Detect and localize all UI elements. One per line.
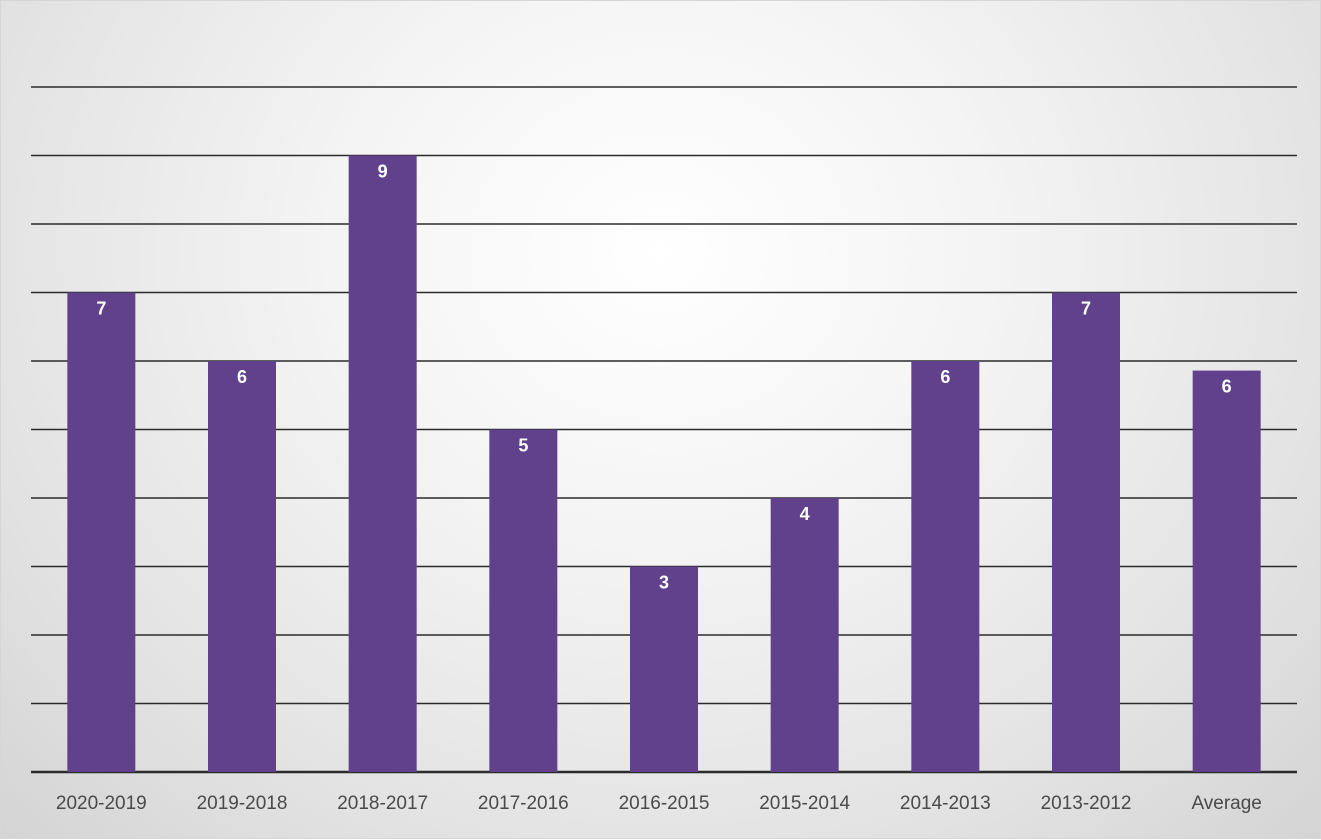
x-tick-label: 2014-2013 [900,793,991,814]
x-tick-label: 2019-2018 [197,793,288,814]
x-tick-label: 2018-2017 [337,793,428,814]
x-axis-tick-labels: 2020-2019 2019-2018 2018-2017 2017-2016 2016… [56,793,1262,814]
data-labels: 7 6 9 5 3 4 6 7 6 [96,162,1231,593]
x-tick-label: 2015-2014 [759,793,850,814]
data-label: 9 [378,162,388,182]
x-tick-label: 2013-2012 [1041,793,1132,814]
bars [67,155,1261,772]
data-label: 6 [940,367,950,387]
x-tick-label: 2020-2019 [56,793,147,814]
bar [489,429,558,772]
x-tick-label: 2016-2015 [619,793,710,814]
bar [348,155,417,772]
data-label: 7 [96,299,106,319]
bar [630,566,698,772]
data-label: 7 [1081,299,1091,319]
x-tick-label: 2017-2016 [478,793,569,814]
data-label: 6 [237,367,247,387]
data-label: 6 [1222,377,1232,397]
data-label: 3 [659,573,669,593]
x-tick-label: Average [1191,793,1261,814]
bar [911,361,980,772]
bar [1192,370,1261,772]
data-label: 4 [800,504,810,524]
bar [67,292,136,772]
bar [208,361,276,772]
bar [1052,292,1120,772]
bar [770,498,839,772]
data-label: 5 [518,436,528,456]
